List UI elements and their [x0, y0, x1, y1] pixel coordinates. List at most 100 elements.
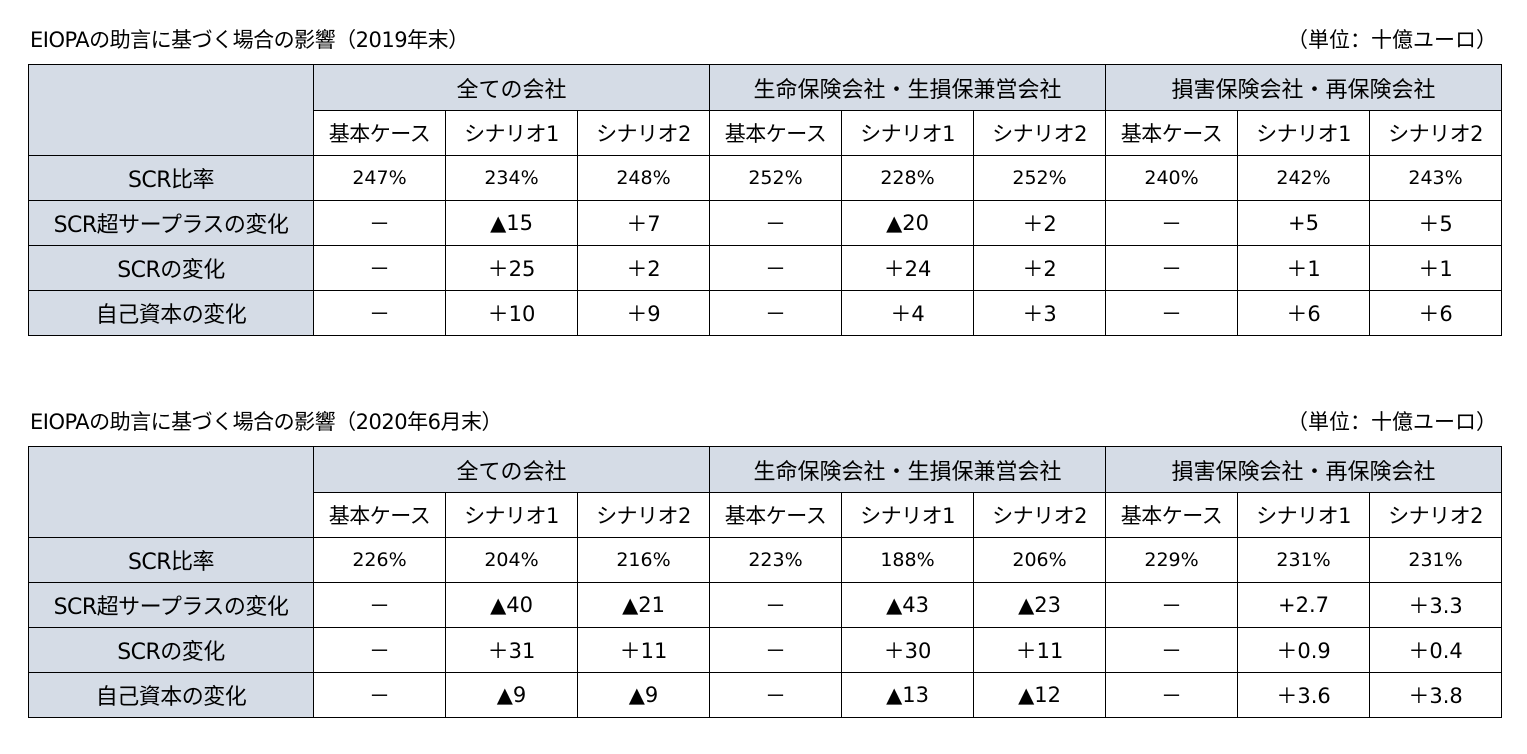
- table-block-2019: EIOPAの助言に基づく場合の影響（2019年末） （単位：十億ユーロ） 全ての…: [28, 22, 1503, 336]
- table-cell: －: [709, 627, 843, 673]
- data-table: 全ての会社 生命保険会社・生損保兼営会社 損害保険会社・再保険会社 基本ケース …: [28, 446, 1503, 718]
- table-cell: ＋6: [1237, 290, 1371, 336]
- table-cell: －: [313, 290, 446, 336]
- table-cell: 234%: [445, 155, 578, 201]
- table-cell: ＋3.6: [1237, 672, 1371, 718]
- table-cell: ＋11: [576, 627, 711, 673]
- row-label: SCR比率: [28, 155, 314, 201]
- table-cell: 248%: [576, 155, 711, 201]
- table-cell: ▲15: [445, 200, 578, 246]
- table-row: SCRの変化 － ＋31 ＋11 － ＋30 ＋11 － ＋0.9 ＋0.4: [28, 627, 1503, 673]
- table-cell: －: [1105, 627, 1239, 673]
- table-cell: 216%: [576, 537, 711, 583]
- group-header-row: 全ての会社 生命保険会社・生損保兼営会社 損害保険会社・再保険会社: [28, 64, 1503, 156]
- sub-header: シナリオ2: [576, 110, 711, 156]
- sub-header: 基本ケース: [1105, 492, 1239, 538]
- table-row: SCRの変化 － ＋25 ＋2 － ＋24 ＋2 － ＋1 ＋1: [28, 245, 1503, 291]
- table-cell: －: [313, 582, 446, 628]
- group-header-nonlife: 損害保険会社・再保険会社: [1105, 64, 1503, 111]
- table-cell: ＋2: [973, 200, 1107, 246]
- sub-header: シナリオ2: [973, 492, 1107, 538]
- table-cell: 247%: [313, 155, 446, 201]
- table-cell: －: [313, 245, 446, 291]
- table-unit: （単位：十億ユーロ）: [1287, 410, 1497, 434]
- corner-cell: [28, 64, 314, 156]
- corner-cell: [28, 446, 314, 538]
- row-label: SCR比率: [28, 537, 314, 583]
- table-cell: 229%: [1105, 537, 1239, 583]
- table-title: EIOPAの助言に基づく場合の影響（2020年6月末）: [30, 410, 502, 434]
- table-cell: －: [313, 627, 446, 673]
- table-cell: －: [1105, 582, 1239, 628]
- table-caption: EIOPAの助言に基づく場合の影響（2020年6月末） （単位：十億ユーロ）: [28, 404, 1501, 446]
- table-cell: ＋1: [1369, 245, 1503, 291]
- sub-header: シナリオ2: [1369, 492, 1503, 538]
- table-cell: －: [1105, 672, 1239, 718]
- table-cell: ▲13: [841, 672, 975, 718]
- table-cell: ＋10: [445, 290, 578, 336]
- table-cell: －: [1105, 200, 1239, 246]
- table-block-2020: EIOPAの助言に基づく場合の影響（2020年6月末） （単位：十億ユーロ） 全…: [28, 404, 1503, 718]
- row-label: 自己資本の変化: [28, 672, 314, 718]
- sub-header: シナリオ1: [841, 110, 975, 156]
- table-row: SCR超サープラスの変化 － ▲40 ▲21 － ▲43 ▲23 － +2.7 …: [28, 582, 1503, 628]
- row-label: SCRの変化: [28, 245, 314, 291]
- table-cell: +2.7: [1237, 582, 1371, 628]
- table-row: SCR比率 226% 204% 216% 223% 188% 206% 229%…: [28, 537, 1503, 583]
- sub-header: シナリオ1: [1237, 110, 1371, 156]
- table-cell: 226%: [313, 537, 446, 583]
- table-row: SCR超サープラスの変化 － ▲15 ＋7 － ▲20 ＋2 － +5 ＋5: [28, 200, 1503, 246]
- table-cell: ＋31: [445, 627, 578, 673]
- table-cell: ▲9: [576, 672, 711, 718]
- table-cell: 231%: [1237, 537, 1371, 583]
- row-label: 自己資本の変化: [28, 290, 314, 336]
- sub-header: シナリオ1: [445, 110, 578, 156]
- table-cell: ＋1: [1237, 245, 1371, 291]
- table-cell: ＋0.9: [1237, 627, 1371, 673]
- table-cell: ＋24: [841, 245, 975, 291]
- table-cell: ＋3: [973, 290, 1107, 336]
- sub-header: シナリオ1: [841, 492, 975, 538]
- table-cell: ＋3.8: [1369, 672, 1503, 718]
- table-unit: （単位：十億ユーロ）: [1287, 28, 1497, 52]
- table-cell: －: [1105, 245, 1239, 291]
- table-cell: ▲43: [841, 582, 975, 628]
- table-cell: －: [313, 672, 446, 718]
- table-cell: ＋2: [973, 245, 1107, 291]
- table-cell: ＋7: [576, 200, 711, 246]
- table-cell: 188%: [841, 537, 975, 583]
- table-cell: 204%: [445, 537, 578, 583]
- group-header-all: 全ての会社: [312, 446, 711, 493]
- table-row: 自己資本の変化 － ＋10 ＋9 － ＋4 ＋3 － ＋6 ＋6: [28, 290, 1503, 336]
- group-header-life: 生命保険会社・生損保兼営会社: [709, 64, 1107, 111]
- table-cell: ＋6: [1369, 290, 1503, 336]
- table-cell: ＋25: [445, 245, 578, 291]
- table-cell: +5: [1237, 200, 1371, 246]
- table-cell: 243%: [1369, 155, 1503, 201]
- table-cell: －: [709, 582, 843, 628]
- table-cell: －: [313, 200, 446, 246]
- table-cell: ＋30: [841, 627, 975, 673]
- table-cell: ＋11: [973, 627, 1107, 673]
- sub-header: シナリオ2: [1369, 110, 1503, 156]
- sub-header: 基本ケース: [313, 492, 446, 538]
- table-cell: 228%: [841, 155, 975, 201]
- group-header-all: 全ての会社: [312, 64, 711, 111]
- table-cell: 240%: [1105, 155, 1239, 201]
- row-label: SCRの変化: [28, 627, 314, 673]
- sub-header: 基本ケース: [709, 492, 843, 538]
- sub-header-row: 基本ケース シナリオ1 シナリオ2 基本ケース シナリオ1 シナリオ2 基本ケー…: [29, 110, 1503, 156]
- table-cell: 252%: [709, 155, 843, 201]
- table-caption: EIOPAの助言に基づく場合の影響（2019年末） （単位：十億ユーロ）: [28, 22, 1501, 64]
- sub-header: シナリオ2: [973, 110, 1107, 156]
- group-header-nonlife: 損害保険会社・再保険会社: [1105, 446, 1503, 493]
- sub-header: シナリオ1: [445, 492, 578, 538]
- table-title: EIOPAの助言に基づく場合の影響（2019年末）: [30, 28, 469, 52]
- table-cell: ＋4: [841, 290, 975, 336]
- table-cell: ＋5: [1369, 200, 1503, 246]
- table-row: 自己資本の変化 － ▲9 ▲9 － ▲13 ▲12 － ＋3.6 ＋3.8: [28, 672, 1503, 718]
- table-cell: －: [709, 245, 843, 291]
- table-cell: ＋3.3: [1369, 582, 1503, 628]
- sub-header: シナリオ1: [1237, 492, 1371, 538]
- table-cell: 242%: [1237, 155, 1371, 201]
